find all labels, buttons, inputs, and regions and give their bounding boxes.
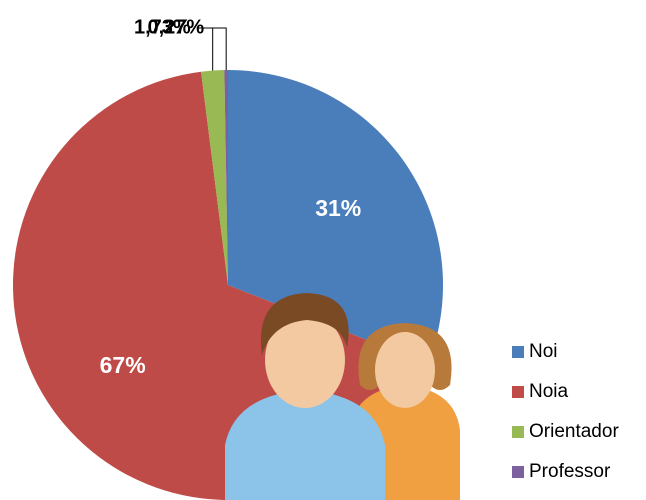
legend-swatch [512, 386, 524, 398]
labels: 31% 67% 1,73%0,27% [100, 16, 362, 377]
legend-label: Professor [529, 461, 611, 482]
legend: Noi Noia Orientador Professor [512, 341, 619, 482]
data-label: 1,73% [134, 16, 191, 38]
legend-swatch [512, 466, 524, 478]
data-label: 67% [100, 352, 146, 378]
legend-label: Orientador [529, 421, 619, 442]
legend-label: Noi [529, 341, 558, 362]
people-icon [225, 293, 460, 500]
icon-body [225, 390, 385, 500]
data-label: 31% [315, 195, 361, 221]
data-label: 0,27% [147, 16, 204, 38]
icon-face [265, 312, 345, 408]
pie-slice [224, 70, 228, 285]
icon-face [375, 332, 435, 408]
pie-slice [201, 70, 228, 285]
leader-line [210, 27, 227, 71]
legend-swatch [512, 426, 524, 438]
legend-swatch [512, 346, 524, 358]
legend-label: Noia [529, 381, 569, 402]
pie-slice [228, 70, 443, 365]
icon-hair [260, 293, 349, 355]
